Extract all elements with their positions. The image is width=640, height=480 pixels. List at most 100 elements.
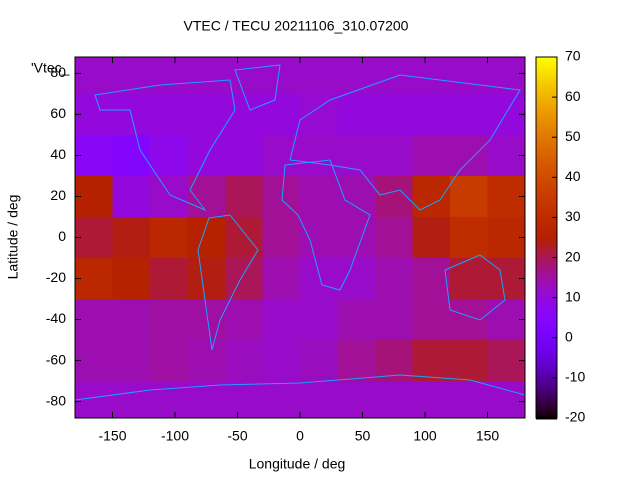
- colorbar-step: [536, 415, 557, 418]
- colorbar-step: [536, 175, 557, 178]
- colorbar-step: [536, 73, 557, 76]
- heat-cell: [112, 258, 151, 300]
- colorbar-step: [536, 215, 557, 218]
- heat-cell: [337, 258, 376, 300]
- colorbar-step: [536, 187, 557, 190]
- colorbar-tick-label: 30: [565, 208, 581, 224]
- heat-cell: [300, 340, 338, 382]
- colorbar-step: [536, 153, 557, 156]
- colorbar-step: [536, 413, 557, 416]
- colorbar-tick-label: 60: [565, 88, 581, 104]
- colorbar-step: [536, 245, 557, 248]
- colorbar-step: [536, 233, 557, 236]
- heat-cell: [225, 258, 263, 300]
- colorbar-step: [536, 383, 557, 386]
- colorbar-step: [536, 339, 557, 342]
- colorbar-step: [536, 397, 557, 400]
- heat-cell: [150, 258, 188, 300]
- colorbar-step: [536, 285, 557, 288]
- colorbar-step: [536, 369, 557, 372]
- heat-cell: [225, 216, 263, 259]
- y-tick-label: -40: [46, 310, 66, 326]
- colorbar-step: [536, 375, 557, 378]
- colorbar-step: [536, 353, 557, 356]
- heat-cell: [412, 381, 451, 418]
- heat-cell: [487, 340, 525, 382]
- colorbar-step: [536, 387, 557, 390]
- heat-cell: [300, 134, 338, 177]
- colorbar-step: [536, 89, 557, 92]
- heat-cell: [187, 340, 226, 382]
- colorbar-step: [536, 405, 557, 408]
- colorbar-tick-label: -10: [565, 369, 585, 385]
- colorbar-step: [536, 205, 557, 208]
- heat-cell: [150, 175, 188, 218]
- heat-cell: [450, 175, 488, 218]
- heat-cell: [375, 381, 413, 418]
- colorbar-step: [536, 311, 557, 314]
- heat-cell: [75, 57, 113, 95]
- colorbar-step: [536, 291, 557, 294]
- colorbar-step: [536, 411, 557, 414]
- colorbar-step: [536, 123, 557, 126]
- colorbar-step: [536, 333, 557, 336]
- y-tick-label: 60: [50, 105, 66, 121]
- x-tick-label: -50: [227, 428, 247, 444]
- colorbar-step: [536, 207, 557, 210]
- y-tick-label: 80: [50, 64, 66, 80]
- colorbar-step: [536, 347, 557, 350]
- heat-cell: [112, 175, 151, 218]
- colorbar-step: [536, 389, 557, 392]
- colorbar-step: [536, 93, 557, 96]
- colorbar-step: [536, 157, 557, 160]
- colorbar-step: [536, 125, 557, 128]
- heat-cell: [225, 340, 263, 382]
- colorbar-step: [536, 165, 557, 168]
- heat-cell: [337, 381, 376, 418]
- heat-cell: [112, 299, 151, 341]
- colorbar-step: [536, 219, 557, 222]
- colorbar-step: [536, 117, 557, 120]
- colorbar-step: [536, 281, 557, 284]
- colorbar-step: [536, 341, 557, 344]
- colorbar-tick-label: 20: [565, 248, 581, 264]
- colorbar-step: [536, 151, 557, 154]
- heat-cell: [300, 175, 338, 218]
- colorbar-step: [536, 75, 557, 78]
- colorbar-step: [536, 101, 557, 104]
- colorbar-step: [536, 193, 557, 196]
- colorbar-step: [536, 401, 557, 404]
- colorbar-step: [536, 297, 557, 300]
- heat-cell: [375, 57, 413, 95]
- colorbar: [536, 57, 557, 420]
- colorbar-step: [536, 235, 557, 238]
- colorbar-step: [536, 379, 557, 382]
- colorbar-step: [536, 403, 557, 406]
- colorbar-step: [536, 283, 557, 286]
- colorbar-step: [536, 227, 557, 230]
- colorbar-step: [536, 363, 557, 366]
- heat-cell: [187, 258, 226, 300]
- colorbar-step: [536, 155, 557, 158]
- colorbar-step: [536, 371, 557, 374]
- colorbar-step: [536, 239, 557, 242]
- heat-cell: [262, 340, 301, 382]
- heat-cell: [450, 216, 488, 259]
- colorbar-step: [536, 313, 557, 316]
- heat-cell: [112, 57, 151, 95]
- colorbar-step: [536, 213, 557, 216]
- x-tick-label: 50: [355, 428, 371, 444]
- colorbar-tick-label: 0: [565, 328, 573, 344]
- heat-cell: [412, 340, 451, 382]
- colorbar-step: [536, 113, 557, 116]
- colorbar-step: [536, 183, 557, 186]
- heat-cell: [262, 57, 301, 95]
- colorbar-step: [536, 251, 557, 254]
- colorbar-step: [536, 159, 557, 162]
- colorbar-step: [536, 99, 557, 102]
- heatmap: [75, 57, 525, 418]
- colorbar-step: [536, 407, 557, 410]
- heat-cell: [150, 216, 188, 259]
- heat-cell: [225, 57, 263, 95]
- colorbar-step: [536, 131, 557, 134]
